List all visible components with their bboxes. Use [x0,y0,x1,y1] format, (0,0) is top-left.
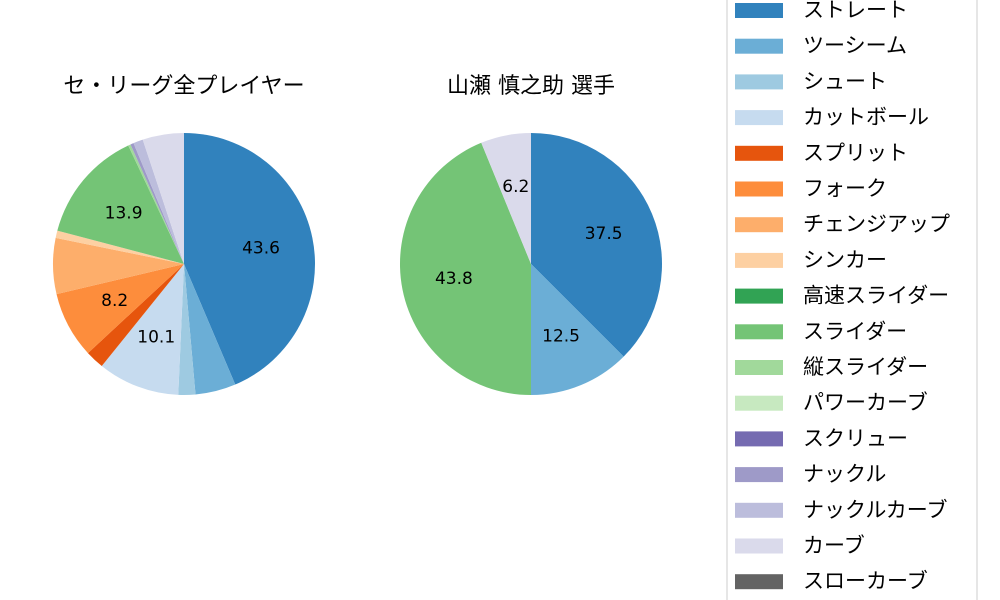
player-slice [531,264,624,395]
league-slice-label: 43.6 [242,238,280,258]
legend-label: シュート [803,69,887,93]
legend-swatch [735,74,783,90]
league-pie-chart: セ・リーグ全プレイヤー 43.6 10.1 8.2 13.9 [52,74,315,395]
legend-label: 縦スライダー [803,355,928,379]
league-slice-label: 13.9 [105,204,143,224]
legend-swatch [735,181,783,197]
legend-label: フォーク [803,177,887,201]
legend: ストレートツーシームシュートカットボールスプリットフォークチェンジアップシンカー… [726,0,978,600]
player-pie-title: 山瀬 慎之助 選手 [447,74,615,99]
league-slice [52,237,184,295]
league-slice [101,264,184,395]
player-pie-chart: 山瀬 慎之助 選手 37.5 12.5 43.8 6.2 [399,74,662,396]
league-slice [142,133,184,264]
legend-label: カーブ [803,534,865,558]
league-slice [178,264,196,395]
legend-swatch [735,431,783,447]
player-slice-label: 43.8 [435,269,473,289]
legend-label: ナックルカーブ [803,498,947,522]
legend-label: スクリュー [803,426,908,450]
legend-swatch [735,502,783,518]
player-slice [481,133,531,264]
league-slice [56,264,184,354]
legend-swatch [735,574,783,590]
legend-label: スプリット [803,141,908,165]
league-slice [130,143,184,264]
legend-label: チェンジアップ [803,212,950,236]
legend-swatch [735,145,783,161]
legend-swatch [735,360,783,375]
league-pie-title: セ・リーグ全プレイヤー [63,74,304,99]
league-slice [57,145,184,264]
legend-swatch [735,395,783,411]
league-slice [87,264,184,366]
legend-label: カットボール [803,105,929,129]
legend-swatch [735,324,783,340]
player-slice-label: 12.5 [542,327,580,347]
league-slice-label: 10.1 [137,328,175,348]
legend-swatch [735,110,783,126]
player-slice-label: 37.5 [585,224,623,244]
legend-label: ストレート [803,0,908,22]
legend-label: スローカーブ [803,569,928,593]
legend-label: シンカー [803,248,887,272]
league-slice [133,139,184,264]
legend-swatch [735,252,783,268]
league-slice [128,144,184,264]
legend-label: ツーシーム [803,34,907,58]
legend-label: パワーカーブ [803,391,928,415]
player-slice [531,133,662,357]
legend-label: ナックル [803,462,886,486]
legend-label: スライダー [803,319,907,343]
league-slice [184,264,236,395]
legend-swatch [735,538,783,554]
player-slice-label: 6.2 [502,177,529,197]
legend-swatch [735,217,783,233]
league-slice-label: 8.2 [101,291,128,311]
player-slice [399,142,531,396]
legend-swatch [735,288,783,304]
league-slice [55,230,184,264]
legend-swatch [735,3,783,18]
legend-swatch [735,38,783,54]
legend-swatch [735,467,783,483]
league-slice [184,133,315,385]
legend-label: 高速スライダー [803,284,949,308]
